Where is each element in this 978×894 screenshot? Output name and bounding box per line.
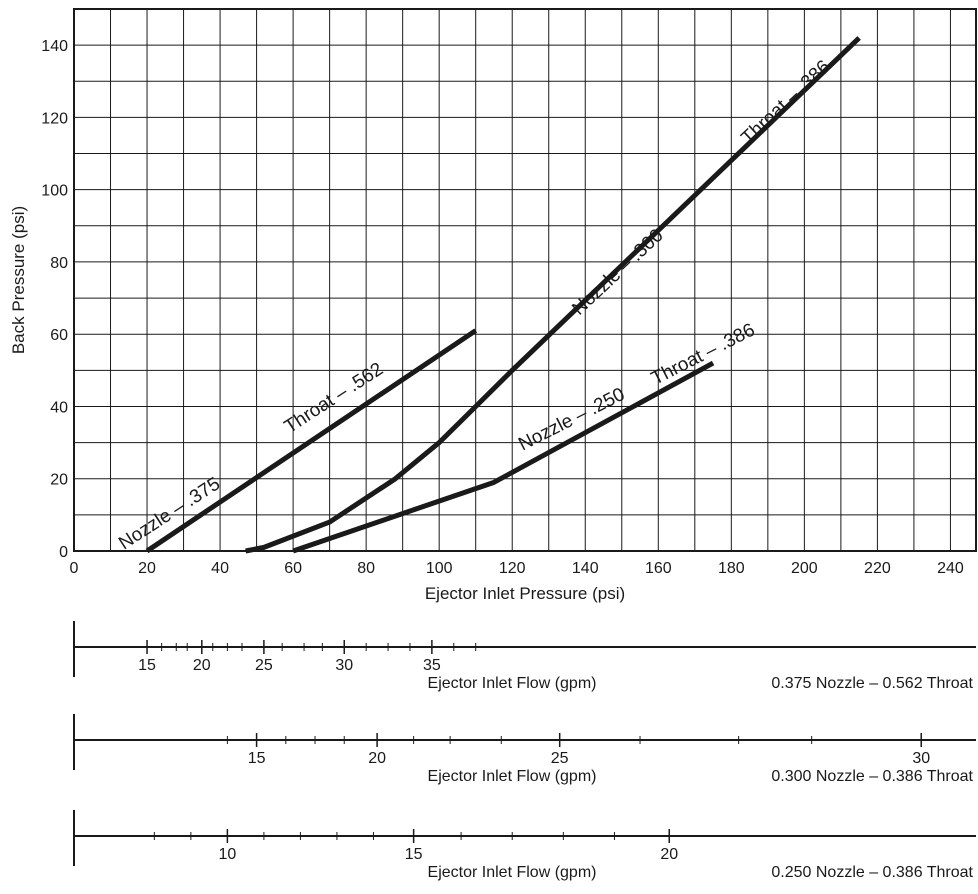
x-tick-label: 220 <box>864 560 891 577</box>
flow-tick-label: 25 <box>255 657 273 674</box>
flow-scale-ticks: 15 20 25 30 <box>73 714 976 770</box>
nozzle-375-label: Nozzle – .375 <box>115 473 224 554</box>
flow-tick-label: 30 <box>912 750 930 767</box>
y-tick-label: 0 <box>59 544 68 561</box>
x-tick-label: 120 <box>499 560 526 577</box>
x-tick-label: 20 <box>138 560 156 577</box>
y-tick-label: 120 <box>41 110 68 127</box>
series-lines <box>145 36 861 554</box>
x-axis-title: Ejector Inlet Pressure (psi) <box>425 584 625 603</box>
flow-scale-ticks: 10 15 20 <box>73 810 976 866</box>
x-tick-label: 140 <box>572 560 599 577</box>
series-line-300 <box>245 36 861 554</box>
x-tick-label: 200 <box>791 560 818 577</box>
curve-labels: Nozzle – .375 Throat – .562 Nozzle – .30… <box>115 56 834 554</box>
back-pressure-chart: 0 20 40 60 80 100 120 140 160 180 200 220 240 0 20 40 6… <box>9 8 977 603</box>
x-tick-label: 0 <box>70 560 79 577</box>
flow-tick-label: 20 <box>660 846 678 863</box>
chart-grid <box>74 9 976 551</box>
flow-tick-label: 20 <box>193 657 211 674</box>
flow-tick-label: 15 <box>248 750 266 767</box>
flow-scale-configuration: 0.300 Nozzle – 0.386 Throat <box>771 768 973 785</box>
throat-386-lower-label: Throat – .386 <box>648 320 758 390</box>
flow-scale-250-nozzle: 10 15 20 Ejector Inlet Flow (gpm) 0.250 No… <box>73 810 976 881</box>
flow-tick-label: 20 <box>368 750 386 767</box>
y-tick-label: 80 <box>50 255 68 272</box>
flow-tick-label: 25 <box>551 750 569 767</box>
flow-scale-title: Ejector Inlet Flow (gpm) <box>428 675 597 692</box>
y-axis-title: Back Pressure (psi) <box>9 206 28 354</box>
plot-frame <box>73 8 977 552</box>
x-tick-labels: 0 20 40 60 80 100 120 140 160 180 200 220 240 <box>70 560 964 577</box>
x-tick-label: 40 <box>211 560 229 577</box>
nozzle-300-label: Nozzle – .300 <box>568 225 667 320</box>
flow-scale-configuration: 0.250 Nozzle – 0.386 Throat <box>771 864 973 881</box>
y-tick-label: 20 <box>50 472 68 489</box>
x-tick-label: 60 <box>284 560 302 577</box>
flow-scale-title: Ejector Inlet Flow (gpm) <box>428 864 597 881</box>
y-tick-label: 60 <box>50 327 68 344</box>
throat-386-upper-label: Throat – .386 <box>738 56 835 148</box>
x-tick-label: 160 <box>645 560 672 577</box>
x-tick-label: 180 <box>718 560 745 577</box>
y-tick-label: 40 <box>50 399 68 416</box>
flow-tick-label: 10 <box>218 846 236 863</box>
series-line-375 <box>145 328 478 554</box>
x-tick-label: 100 <box>426 560 453 577</box>
y-tick-labels: 0 20 40 60 80 100 120 140 <box>41 38 68 561</box>
flow-scale-ticks: 15 20 25 30 35 <box>73 621 976 677</box>
y-tick-label: 100 <box>41 183 68 200</box>
flow-tick-label: 15 <box>138 657 156 674</box>
flow-tick-label: 15 <box>405 846 423 863</box>
flow-tick-label: 35 <box>423 657 441 674</box>
x-tick-label: 240 <box>937 560 964 577</box>
series-line-250 <box>292 360 715 554</box>
flow-scale-title: Ejector Inlet Flow (gpm) <box>428 768 597 785</box>
flow-scale-375-nozzle: 15 20 25 30 35 Ejector Inlet Flow (gpm) 0.37… <box>73 621 976 692</box>
flow-scale-300-nozzle: 15 20 25 30 Ejector Inlet Flow (gpm) 0.300 … <box>73 714 976 785</box>
flow-tick-label: 30 <box>335 657 353 674</box>
flow-scale-configuration: 0.375 Nozzle – 0.562 Throat <box>771 675 973 692</box>
y-tick-label: 140 <box>41 38 68 55</box>
x-tick-label: 80 <box>357 560 375 577</box>
